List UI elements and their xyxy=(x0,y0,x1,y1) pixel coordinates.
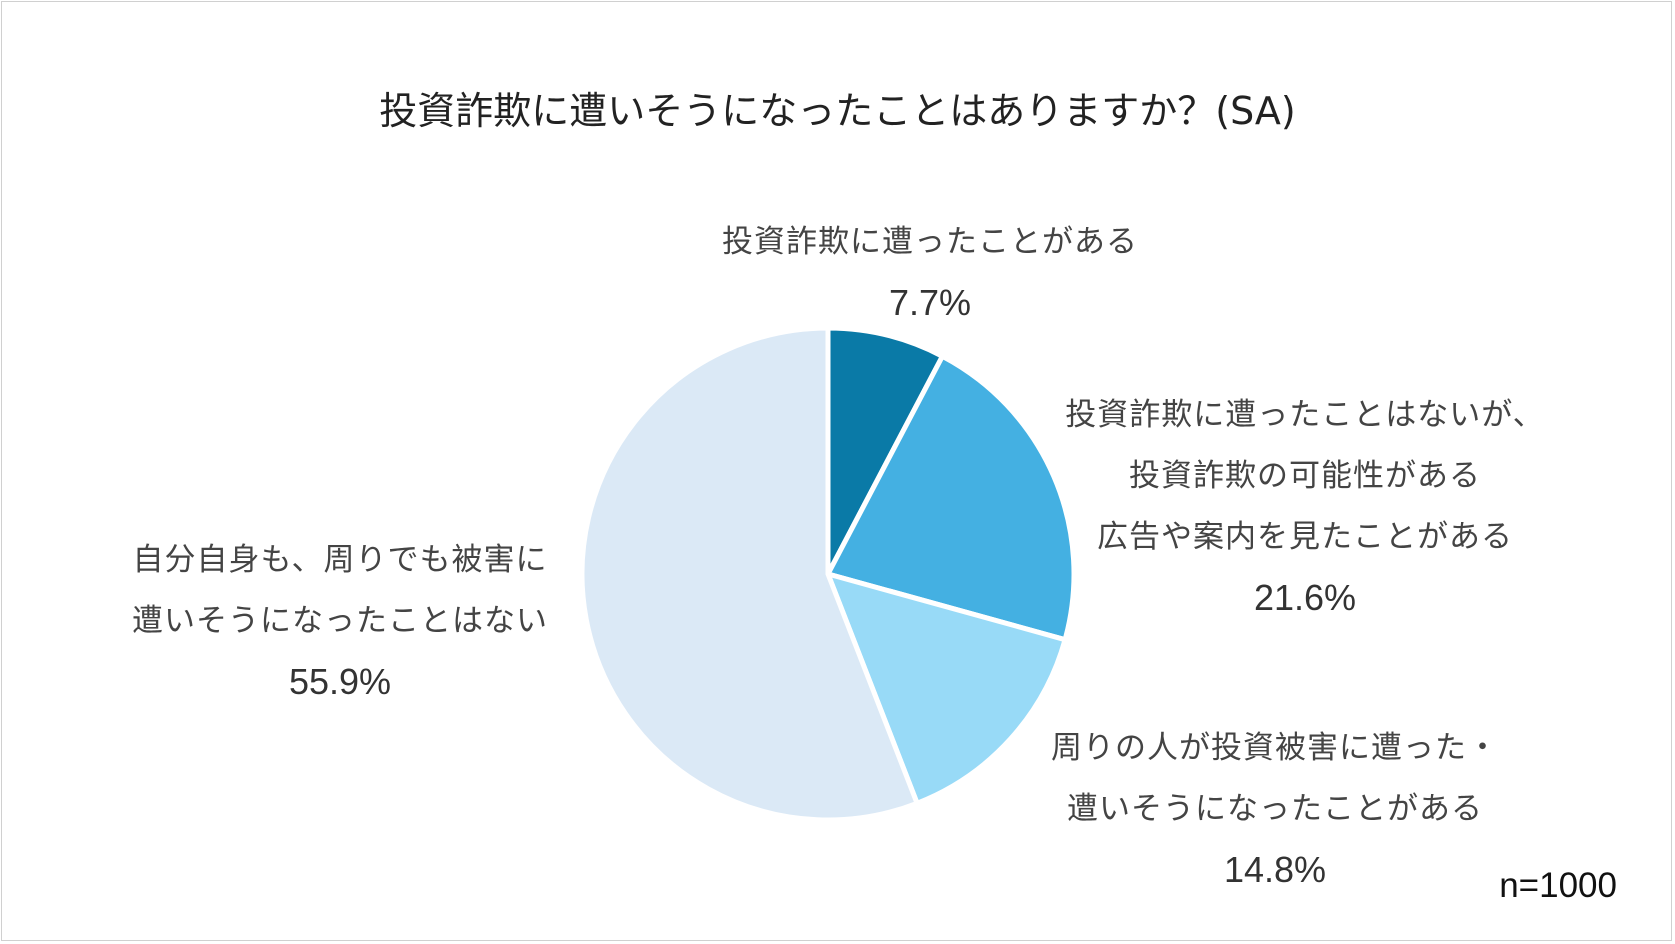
slice-label-experienced: 投資詐欺に遭ったことがある 7.7% xyxy=(610,212,1250,333)
slice-value-label: 7.7% xyxy=(610,273,1250,333)
slice-value-label: 21.6% xyxy=(1015,568,1595,628)
slice-label-text: 遭いそうになったことはない xyxy=(60,591,620,652)
slice-label-never: 自分自身も、周りでも被害に 遭いそうになったことはない 55.9% xyxy=(60,530,620,712)
sample-size-note: n=1000 xyxy=(1499,866,1617,906)
slice-label-text: 投資詐欺に遭ったことはないが、 xyxy=(1015,385,1595,446)
slice-label-text: 広告や案内を見たことがある xyxy=(1015,507,1595,568)
slice-label-people-around: 周りの人が投資被害に遭った・ 遭いそうになったことがある 14.8% xyxy=(985,718,1565,900)
slice-label-text: 遭いそうになったことがある xyxy=(985,779,1565,840)
slice-label-text: 自分自身も、周りでも被害に xyxy=(60,530,620,591)
slice-value-label: 14.8% xyxy=(985,840,1565,900)
slice-label-text: 投資詐欺に遭ったことがある xyxy=(610,212,1250,273)
slice-value-label: 55.9% xyxy=(60,652,620,712)
slice-label-saw-ads: 投資詐欺に遭ったことはないが、 投資詐欺の可能性がある 広告や案内を見たことがあ… xyxy=(1015,385,1595,628)
slice-label-text: 投資詐欺の可能性がある xyxy=(1015,446,1595,507)
slice-label-text: 周りの人が投資被害に遭った・ xyxy=(985,718,1565,779)
